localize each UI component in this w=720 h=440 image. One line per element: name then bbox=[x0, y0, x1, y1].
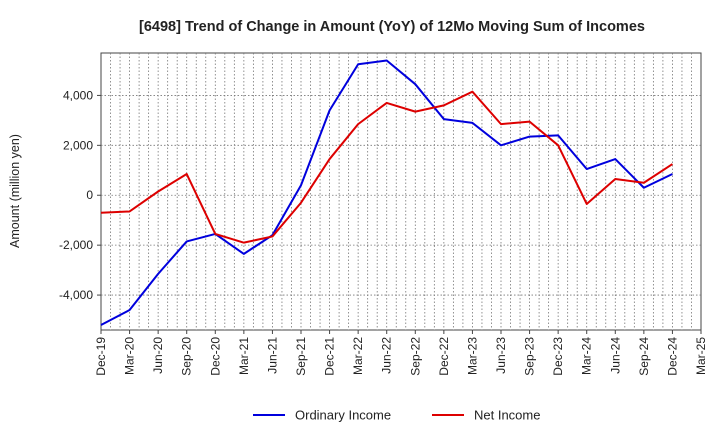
series-line-ordinary-income bbox=[100, 59, 673, 326]
y-tick-label: 2,000 bbox=[63, 138, 93, 152]
x-tick-label: Mar-23 bbox=[465, 337, 479, 375]
plot-frame bbox=[100, 52, 702, 331]
x-tick-label: Sep-21 bbox=[294, 337, 308, 376]
x-tick-label: Sep-23 bbox=[523, 337, 537, 376]
x-tick-label: Jun-21 bbox=[265, 337, 279, 374]
x-tick-label: Mar-24 bbox=[580, 337, 594, 375]
y-tick-label: -4,000 bbox=[59, 288, 93, 302]
x-tick-label: Mar-20 bbox=[123, 337, 137, 375]
x-tick-label: Jun-23 bbox=[494, 337, 508, 374]
y-axis-ticks: -4,000 -2,000 0 2,000 4,000 bbox=[59, 88, 101, 302]
legend: Ordinary Income Net Income bbox=[253, 408, 540, 423]
series-line-net-income bbox=[100, 90, 673, 244]
x-tick-label: Jun-24 bbox=[608, 337, 622, 374]
series-layer bbox=[100, 59, 673, 326]
x-tick-label: Dec-21 bbox=[323, 337, 337, 376]
legend-label-ordinary-income: Ordinary Income bbox=[295, 408, 391, 423]
x-tick-label: Dec-22 bbox=[437, 337, 451, 376]
chart-title: [6498] Trend of Change in Amount (YoY) o… bbox=[139, 19, 645, 35]
x-tick-label: Jun-20 bbox=[151, 337, 165, 374]
x-tick-label: Dec-19 bbox=[94, 337, 108, 376]
y-axis-label: Amount (million yen) bbox=[8, 134, 22, 248]
x-tick-label: Dec-23 bbox=[551, 337, 565, 376]
x-tick-label: Sep-22 bbox=[408, 337, 422, 376]
plot-area bbox=[100, 52, 702, 331]
x-tick-label: Mar-25 bbox=[694, 337, 708, 375]
x-tick-label: Dec-24 bbox=[665, 337, 679, 376]
x-tick-label: Dec-20 bbox=[208, 337, 222, 376]
x-tick-label: Mar-21 bbox=[237, 337, 251, 375]
x-tick-label: Mar-22 bbox=[351, 337, 365, 375]
legend-label-net-income: Net Income bbox=[474, 408, 540, 423]
x-tick-label: Sep-20 bbox=[180, 337, 194, 376]
x-tick-label: Jun-22 bbox=[380, 337, 394, 374]
y-tick-label: 0 bbox=[86, 188, 93, 202]
y-tick-label: 4,000 bbox=[63, 88, 93, 102]
x-axis-ticks: Dec-19 Mar-20 Jun-20 Sep-20 Dec-20 Mar-21 Jun-… bbox=[94, 330, 708, 376]
x-tick-label: Sep-24 bbox=[637, 337, 651, 376]
y-tick-label: -2,000 bbox=[59, 238, 93, 252]
grid-lines bbox=[101, 53, 701, 330]
